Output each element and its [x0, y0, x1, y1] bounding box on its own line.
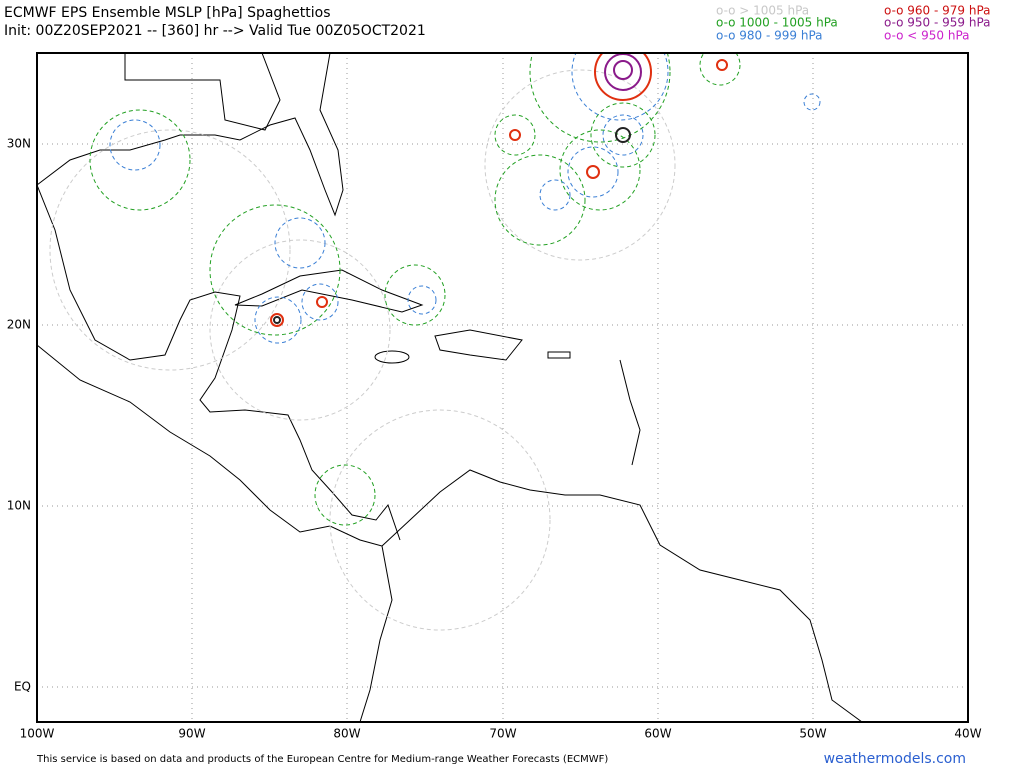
lon-label: 70W	[489, 727, 516, 741]
site-link[interactable]: weathermodels.com	[824, 751, 966, 767]
legend-entry: o-o 950 - 959 hPa	[884, 16, 991, 30]
lat-label: 20N	[7, 318, 31, 332]
lat-label: 30N	[7, 137, 31, 151]
coastlines	[37, 53, 863, 722]
legend-entry: o-o 980 - 999 hPa	[716, 29, 823, 43]
legend-entry: o-o 960 - 979 hPa	[884, 4, 991, 18]
lon-label: 100W	[20, 727, 55, 741]
legend-entry: o-o > 1005 hPa	[716, 4, 809, 18]
lat-label: EQ	[14, 680, 31, 694]
pressure-contours	[49, 53, 821, 631]
lon-label: 90W	[178, 727, 205, 741]
legend-entry: o-o < 950 hPa	[884, 29, 970, 43]
map-frame	[36, 52, 969, 723]
lat-label: 10N	[7, 499, 31, 513]
lat-labels: 30N 20N 10N EQ	[7, 137, 31, 694]
lon-label: 40W	[954, 727, 981, 741]
subtitle: Init: 00Z20SEP2021 -- [360] hr --> Valid…	[4, 23, 426, 39]
graticule	[37, 53, 968, 722]
lon-label: 60W	[644, 727, 671, 741]
title: ECMWF EPS Ensemble MSLP [hPa] Spaghettio…	[4, 5, 331, 21]
legend: o-o > 1005 hPa o-o 1000 - 1005 hPa o-o 9…	[716, 4, 991, 43]
lon-label: 50W	[799, 727, 826, 741]
lon-labels: 100W 90W 80W 70W 60W 50W 40W	[20, 727, 982, 741]
legend-entry: o-o 1000 - 1005 hPa	[716, 16, 838, 30]
map	[36, 52, 969, 723]
lon-label: 80W	[333, 727, 360, 741]
disclaimer: This service is based on data and produc…	[36, 754, 608, 765]
